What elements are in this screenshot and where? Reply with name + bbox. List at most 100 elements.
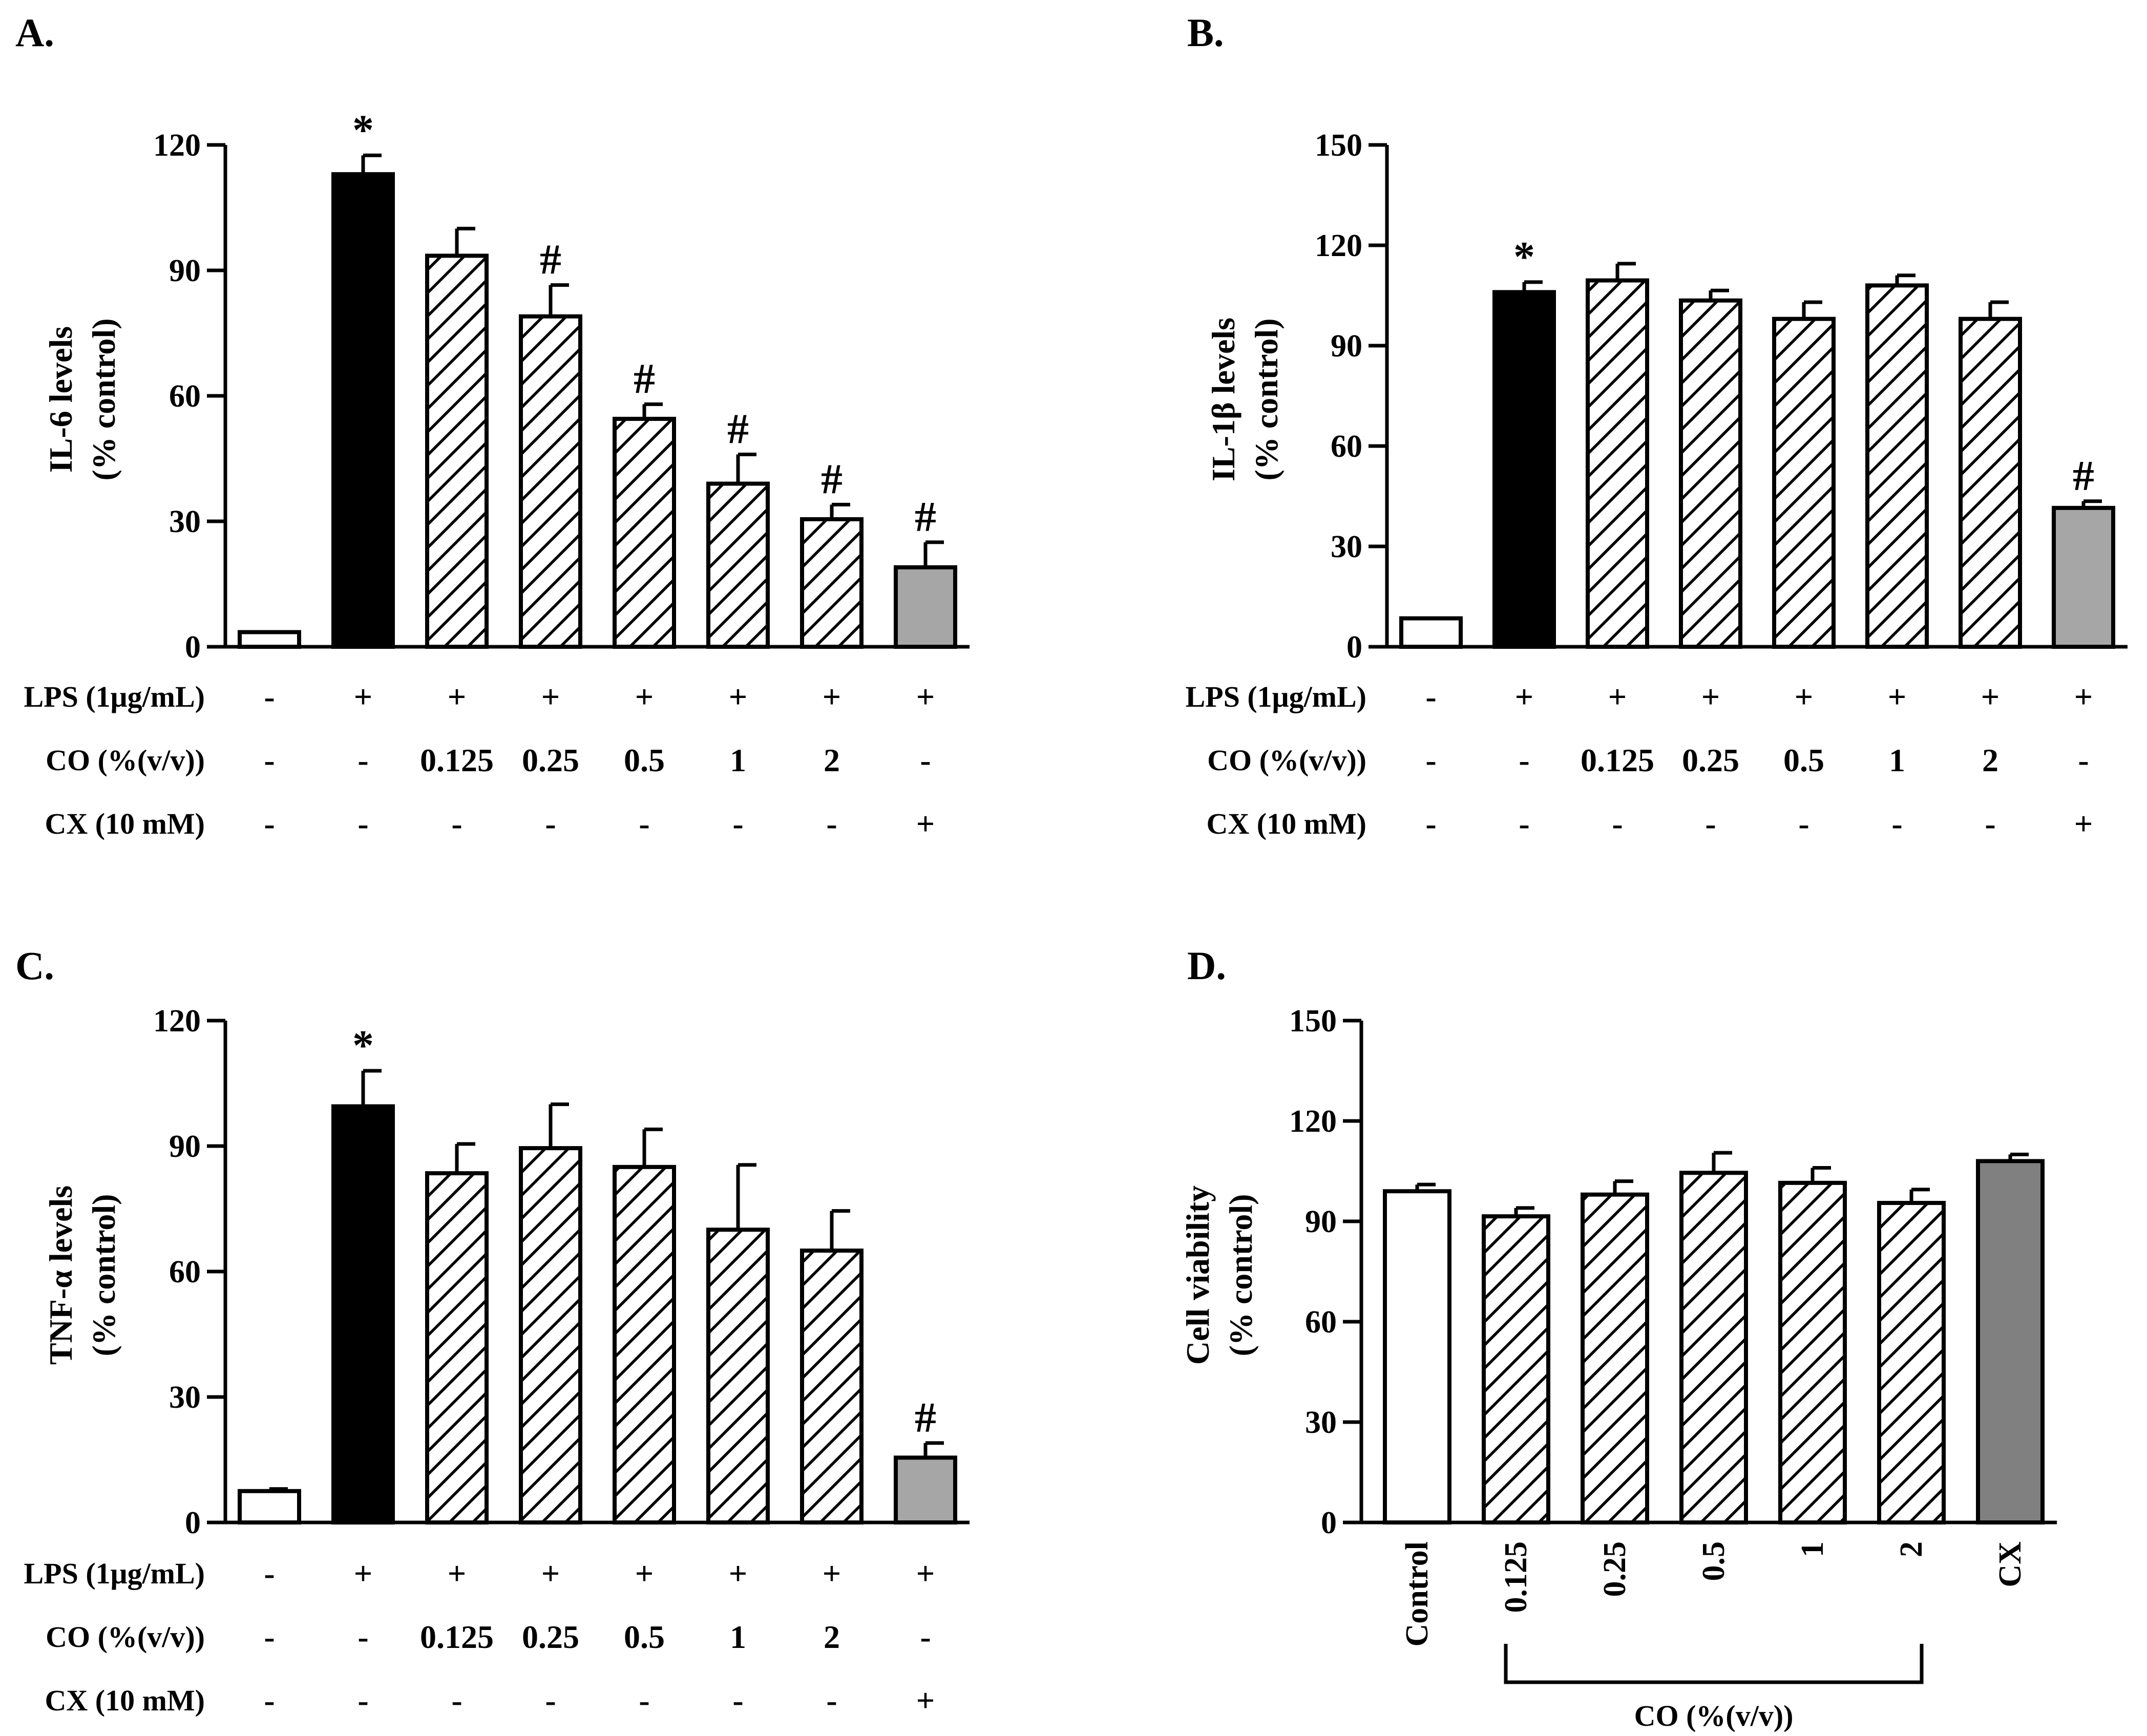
y-axis-label-line: (% control) [86, 1194, 122, 1357]
bar [1877, 1201, 1946, 1525]
condition-value: + [541, 1555, 560, 1592]
bar [1482, 1214, 1550, 1525]
x-category-label: 1 [1795, 1541, 1830, 1557]
bar [1586, 278, 1649, 649]
condition-value: - [639, 806, 649, 842]
condition-value: 0.25 [522, 1619, 579, 1655]
condition-value: 0.25 [1682, 742, 1739, 778]
condition-value: 0.5 [624, 742, 665, 778]
condition-value: + [448, 1555, 466, 1592]
panel-label: D. [1187, 943, 1226, 988]
significance-mark: * [352, 106, 374, 154]
bar [238, 1489, 301, 1525]
condition-value: - [451, 1682, 462, 1719]
y-tick-label: 150 [1315, 128, 1362, 163]
y-tick-label: 90 [1305, 1204, 1337, 1239]
condition-row-label: LPS (1μg/mL) [24, 680, 205, 713]
bar [706, 481, 770, 649]
condition-value: - [1891, 806, 1902, 842]
condition-row-label: CO (%(v/v)) [46, 744, 205, 777]
condition-value: + [823, 679, 841, 715]
condition-row-label: LPS (1μg/mL) [24, 1557, 205, 1590]
bar [1679, 1171, 1748, 1525]
bar [613, 1165, 676, 1525]
group-bracket-label: CO (%(v/v)) [1634, 1699, 1794, 1732]
condition-value: - [264, 1555, 275, 1592]
y-tick-label: 60 [169, 1255, 201, 1289]
condition-value: + [916, 806, 935, 842]
y-axis-label: TNF-α levels (% control) [43, 1185, 122, 1365]
condition-value: + [916, 1555, 935, 1592]
y-tick-label: 90 [169, 253, 201, 288]
y-axis-label: IL-1β levels (% control) [1205, 317, 1285, 481]
condition-value: + [2074, 679, 2093, 715]
y-tick-label: 60 [169, 379, 201, 414]
chart-panel-b: B. IL-1β levels (% control) 0 30 60 90 120 150 * #… [1186, 10, 2128, 842]
bar [519, 1146, 582, 1525]
condition-value: - [1425, 806, 1436, 842]
condition-value: - [264, 806, 275, 842]
bar [1383, 1189, 1451, 1525]
condition-value: + [1515, 679, 1533, 715]
significance-mark: # [727, 405, 749, 453]
condition-value: 2 [824, 742, 840, 778]
condition-value: + [916, 679, 935, 715]
bar [1581, 1192, 1649, 1525]
y-tick-label: 120 [153, 1004, 201, 1039]
condition-value: 2 [1982, 742, 1998, 778]
y-tick-label: 0 [1321, 1506, 1337, 1540]
condition-value: - [732, 1682, 743, 1719]
condition-value: + [1701, 679, 1720, 715]
condition-row-label: CO (%(v/v)) [1207, 744, 1366, 777]
condition-value: - [264, 742, 275, 778]
condition-row-label: CO (%(v/v)) [46, 1620, 205, 1654]
condition-value: + [823, 1555, 841, 1592]
bar [800, 517, 864, 649]
condition-value: 0.125 [1581, 742, 1654, 778]
condition-value: 1 [730, 1619, 746, 1655]
condition-value: + [1608, 679, 1627, 715]
y-tick-label: 90 [169, 1129, 201, 1164]
condition-value: - [357, 1619, 368, 1655]
y-axis-label-line: TNF-α levels [43, 1185, 79, 1365]
condition-value: + [1888, 679, 1906, 715]
y-axis-label-line: (% control) [86, 319, 122, 481]
y-axis-label-line: Cell viability [1180, 1185, 1216, 1365]
condition-value: 0.5 [624, 1619, 665, 1655]
condition-value: + [354, 679, 372, 715]
condition-value: - [639, 1682, 649, 1719]
group-bracket [1504, 1644, 1924, 1684]
condition-value: 0.25 [522, 742, 579, 778]
condition-value: + [448, 679, 466, 715]
condition-row-label: CX (10 mM) [1207, 807, 1366, 840]
condition-value: 2 [824, 1619, 840, 1655]
x-category-label: 0.5 [1696, 1541, 1731, 1581]
y-tick-label: 60 [1331, 429, 1362, 464]
bar [1976, 1159, 2045, 1525]
y-tick-label: 150 [1289, 1004, 1337, 1039]
panel-label: B. [1187, 10, 1224, 55]
y-tick-label: 30 [169, 1380, 201, 1415]
significance-mark: # [2073, 452, 2094, 500]
bar [519, 314, 582, 649]
chart-panel-c: C. TNF-α levels (% control) 0 30 60 90 120 * # LPS… [15, 943, 970, 1719]
bar [613, 416, 676, 649]
condition-value: + [729, 679, 747, 715]
condition-row-label: CX (10 mM) [45, 1684, 205, 1717]
y-axis-label: IL-6 levels (% control) [43, 319, 122, 481]
y-tick-label: 60 [1305, 1305, 1337, 1340]
bar [2052, 505, 2115, 649]
y-axis-label-line: IL-1β levels [1205, 317, 1241, 481]
y-tick-label: 30 [1331, 530, 1362, 564]
bar [238, 630, 301, 649]
x-category-label: 0.25 [1597, 1541, 1632, 1597]
panel-label: C. [15, 943, 54, 988]
condition-value: - [2078, 742, 2089, 778]
panel-label: A. [15, 10, 54, 55]
significance-mark: # [540, 236, 561, 284]
significance-mark: # [915, 493, 936, 541]
condition-value: - [264, 1619, 275, 1655]
x-category-label: 2 [1894, 1541, 1929, 1557]
condition-value: 0.125 [420, 742, 494, 778]
